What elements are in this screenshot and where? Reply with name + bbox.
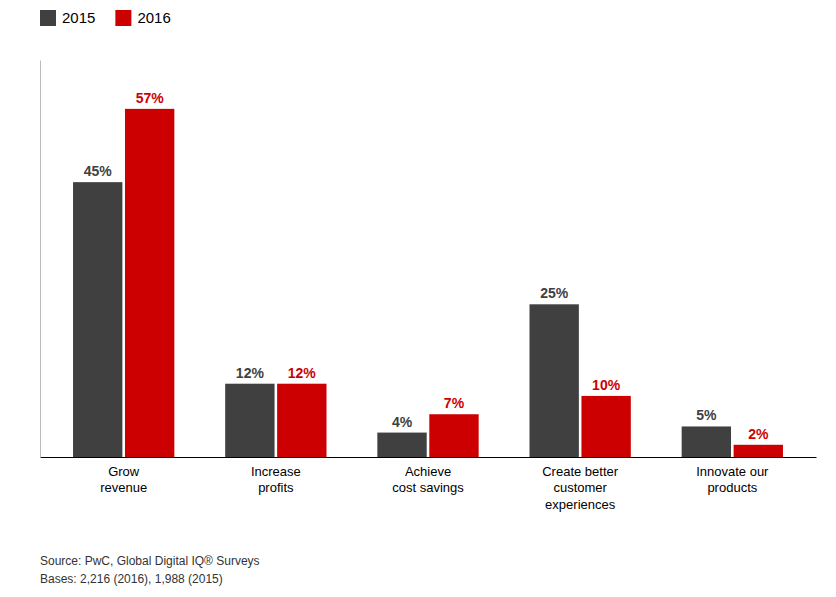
legend-item: 2016 <box>115 9 170 26</box>
legend-label: 2015 <box>62 9 95 26</box>
data-label: 7% <box>444 395 465 411</box>
x-tick-label-line: customer <box>553 480 607 495</box>
x-axis: Growrevenue Increaseprofits Achievecost sa… <box>41 458 817 512</box>
legend: 2015 2016 <box>40 9 171 26</box>
x-tick-label: Create bettercustomer experiences <box>542 464 619 512</box>
x-tick-label: Increaseprofits <box>251 464 301 495</box>
legend-swatch <box>40 10 56 26</box>
x-tick: Achievecost savings <box>392 464 464 495</box>
bar <box>125 109 174 457</box>
x-tick: Innovate ourproducts <box>696 464 769 495</box>
bar <box>529 304 578 457</box>
data-label: 4% <box>392 414 413 430</box>
chart: 45% 12% 4% 25% 5% 57% 12% 7% 10% 2% Growrevenue Inc… <box>0 0 836 597</box>
y-axis-line <box>40 61 41 458</box>
x-tick-label-line: experiences <box>545 497 616 512</box>
bar <box>734 445 783 457</box>
x-tick-label: Innovate ourproducts <box>696 464 769 495</box>
bar <box>429 414 478 457</box>
x-tick-label: Achievecost savings <box>392 464 464 495</box>
data-label: 12% <box>236 365 265 381</box>
x-axis-line <box>41 457 817 458</box>
bar <box>581 396 630 457</box>
legend-label: 2016 <box>137 9 170 26</box>
data-labels: 45% 12% 4% 25% 5% 57% 12% 7% 10% 2% <box>84 90 769 442</box>
y-axis <box>40 61 41 458</box>
x-tick-label-line: revenue <box>100 480 147 495</box>
x-tick: Create bettercustomer experiences <box>542 464 619 512</box>
data-label: 57% <box>136 90 165 106</box>
x-tick: Increaseprofits <box>251 464 301 495</box>
x-tick-label-line: products <box>707 480 757 495</box>
bar <box>277 384 326 457</box>
bar <box>377 433 426 457</box>
legend-swatch <box>115 10 131 26</box>
x-tick-label: Growrevenue <box>100 464 147 495</box>
data-label: 10% <box>592 377 621 393</box>
x-tick-label-line: Innovate our <box>696 464 769 479</box>
legend-item: 2015 <box>40 9 95 26</box>
data-label: 5% <box>696 407 717 423</box>
x-tick-label-line: Achieve <box>405 464 451 479</box>
bar <box>73 182 122 457</box>
annotations: Source: PwC, Global Digital IQ® Surveys B… <box>40 554 260 586</box>
x-tick-label-line: Create better <box>542 464 619 479</box>
data-label: 25% <box>540 285 569 301</box>
x-tick-label-line: cost savings <box>392 480 464 495</box>
bars <box>73 109 783 457</box>
x-tick-label-line: Grow <box>108 464 140 479</box>
data-label: 12% <box>288 365 317 381</box>
annotation: Source: PwC, Global Digital IQ® Surveys <box>40 554 260 568</box>
data-label: 45% <box>84 163 113 179</box>
x-tick-label-line: Increase <box>251 464 301 479</box>
x-tick: Growrevenue <box>100 464 147 495</box>
data-label: 2% <box>748 426 769 442</box>
bar <box>682 426 731 457</box>
x-tick-label-line: profits <box>258 480 294 495</box>
annotation: Bases: 2,216 (2016), 1,988 (2015) <box>40 572 223 586</box>
plot: 45% 12% 4% 25% 5% 57% 12% 7% 10% 2% Growrevenue Inc… <box>41 61 817 512</box>
bar <box>225 384 274 457</box>
